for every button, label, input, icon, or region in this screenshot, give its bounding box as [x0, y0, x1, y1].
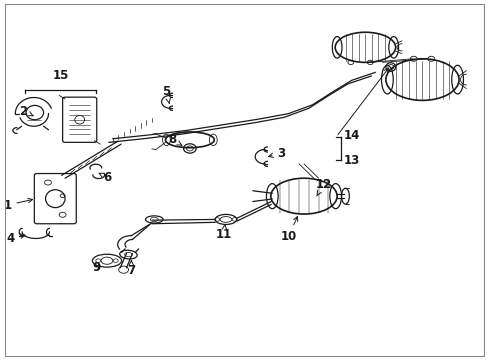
Text: 1: 1 — [3, 198, 32, 212]
Text: 4: 4 — [6, 231, 25, 244]
Text: 5: 5 — [162, 85, 170, 103]
Text: 8: 8 — [168, 133, 182, 146]
Text: 14: 14 — [343, 129, 359, 142]
Text: 7: 7 — [127, 261, 135, 277]
Text: 15: 15 — [52, 69, 68, 82]
Text: 3: 3 — [268, 147, 285, 159]
Text: 12: 12 — [315, 178, 331, 196]
Text: 6: 6 — [99, 171, 111, 184]
Text: 10: 10 — [280, 216, 297, 243]
Text: 13: 13 — [343, 154, 359, 167]
Text: 11: 11 — [216, 225, 232, 241]
Text: 2: 2 — [20, 105, 33, 118]
FancyBboxPatch shape — [62, 97, 97, 142]
Text: 9: 9 — [92, 261, 100, 274]
FancyBboxPatch shape — [34, 174, 76, 224]
